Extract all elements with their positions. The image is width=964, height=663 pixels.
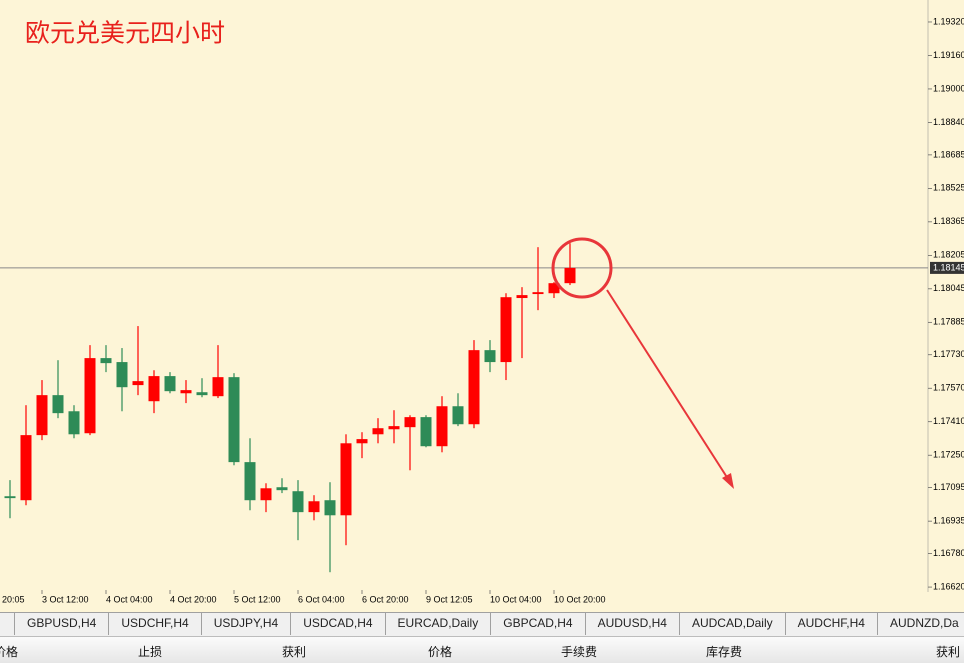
candle-body <box>4 496 16 499</box>
tab[interactable]: AUDCHF,H4 <box>786 613 878 635</box>
candle-body <box>308 501 320 513</box>
candle-body <box>196 392 208 396</box>
candle-body <box>356 439 368 444</box>
candle-body <box>452 406 464 425</box>
last-price-box <box>930 261 964 274</box>
x-tick-label: 9 Oct 12:05 <box>426 594 473 604</box>
tab[interactable]: USDJPY,H4 <box>202 613 292 635</box>
tab[interactable]: AUDUSD,H4 <box>586 613 680 635</box>
y-tick-label: 1.19160 <box>933 50 964 60</box>
candle-body <box>372 428 384 435</box>
x-tick-label: 6 Oct 04:00 <box>298 594 345 604</box>
x-tick-label: 5 Oct 12:00 <box>234 594 281 604</box>
column-header[interactable]: 获利 <box>281 645 306 659</box>
x-tick-label: 4 Oct 04:00 <box>106 594 153 604</box>
candle-body <box>548 283 560 294</box>
x-tick-label: 10 Oct 04:00 <box>490 594 542 604</box>
y-tick-label: 1.17410 <box>933 416 964 426</box>
y-tick-label: 1.19000 <box>933 83 964 93</box>
candle-body <box>68 411 80 435</box>
tab[interactable]: USDCHF,H4 <box>109 613 202 635</box>
candle-body <box>244 462 256 501</box>
arrow-head <box>722 473 734 489</box>
x-tick-label: 4 Oct 20:00 <box>170 594 217 604</box>
y-tick-label: 1.18840 <box>933 117 964 127</box>
last-price-label: 1.18145 <box>933 262 964 272</box>
candle-body <box>100 358 112 364</box>
y-tick-label: 1.17570 <box>933 383 964 393</box>
candle-body <box>116 362 128 388</box>
y-tick-label: 1.18365 <box>933 216 964 226</box>
tab[interactable]: AUDNZD,Da <box>878 613 964 635</box>
candle-body <box>532 292 544 295</box>
column-header[interactable]: 价格 <box>427 645 452 659</box>
x-tick-label: 2 Oct 20:05 <box>0 594 25 604</box>
chart-title: 欧元兑美元四小时 <box>25 19 225 48</box>
candle-body <box>500 297 512 363</box>
candle-body <box>292 491 304 513</box>
candle-body <box>20 435 32 501</box>
candle-body <box>132 381 144 386</box>
candle-body <box>276 487 288 491</box>
tab[interactable]: GBPCAD,H4 <box>491 613 586 635</box>
candle-body <box>388 426 400 430</box>
candle-body <box>52 395 64 414</box>
chart: 欧元兑美元四小时 1.19320 1.19160 1.19000 1.18840 1.1… <box>0 0 964 612</box>
candle-body <box>84 358 96 434</box>
candle-body <box>516 295 528 299</box>
column-header[interactable]: 止损 <box>137 645 162 659</box>
x-tick-label: 10 Oct 20:00 <box>554 594 606 604</box>
y-tick-label: 1.17885 <box>933 317 964 327</box>
x-tick-label: 3 Oct 12:00 <box>42 594 89 604</box>
y-tick-label: 1.16620 <box>933 581 964 591</box>
tab[interactable]: AUDCAD,Daily <box>680 613 786 635</box>
y-tick-label: 1.16780 <box>933 548 964 558</box>
y-tick-label: 1.17730 <box>933 349 964 359</box>
candle-body <box>420 417 432 447</box>
tab[interactable]: GBPUSD,H4 <box>15 613 110 635</box>
y-tick-label: 1.18205 <box>933 250 964 260</box>
y-tick-label: 1.16935 <box>933 516 964 526</box>
tab[interactable] <box>0 613 15 635</box>
y-tick-label: 1.17250 <box>933 450 964 460</box>
column-header[interactable]: 手续费 <box>560 645 597 659</box>
tab[interactable]: EURCAD,Daily <box>386 613 492 635</box>
tab-bar: GBPUSD,H4 USDCHF,H4 USDJPY,H4 USDCAD,H4 EURC… <box>0 612 964 635</box>
table-header: 价格 止损 获利 价格 手续费 库存费 获利 <box>0 636 964 663</box>
candle-body <box>564 267 576 284</box>
y-tick-label: 1.18685 <box>933 149 964 159</box>
candle-body <box>260 488 272 501</box>
candle-body <box>180 390 192 394</box>
highlight-circle <box>551 237 613 299</box>
candle-body <box>36 395 48 436</box>
candle-body <box>340 443 352 516</box>
candle-body <box>212 377 224 397</box>
arrow <box>606 289 731 483</box>
candle-body <box>148 376 160 402</box>
candle-body <box>404 417 416 428</box>
candle-body <box>228 377 240 463</box>
candle-body <box>324 500 336 516</box>
candle-body <box>484 350 496 363</box>
x-tick-label: 6 Oct 20:00 <box>362 594 409 604</box>
candle-body <box>164 376 176 392</box>
tab[interactable]: USDCAD,H4 <box>291 613 386 635</box>
column-header[interactable]: 库存费 <box>705 645 742 659</box>
candle-body <box>436 406 448 447</box>
column-header[interactable]: 获利 <box>935 645 960 659</box>
y-tick-label: 1.18045 <box>933 283 964 293</box>
y-tick-label: 1.19320 <box>933 16 964 26</box>
y-tick-label: 1.18525 <box>933 183 964 193</box>
y-tick-label: 1.17095 <box>933 482 964 492</box>
candle-body <box>468 350 480 425</box>
column-header[interactable]: 价格 <box>0 645 18 659</box>
